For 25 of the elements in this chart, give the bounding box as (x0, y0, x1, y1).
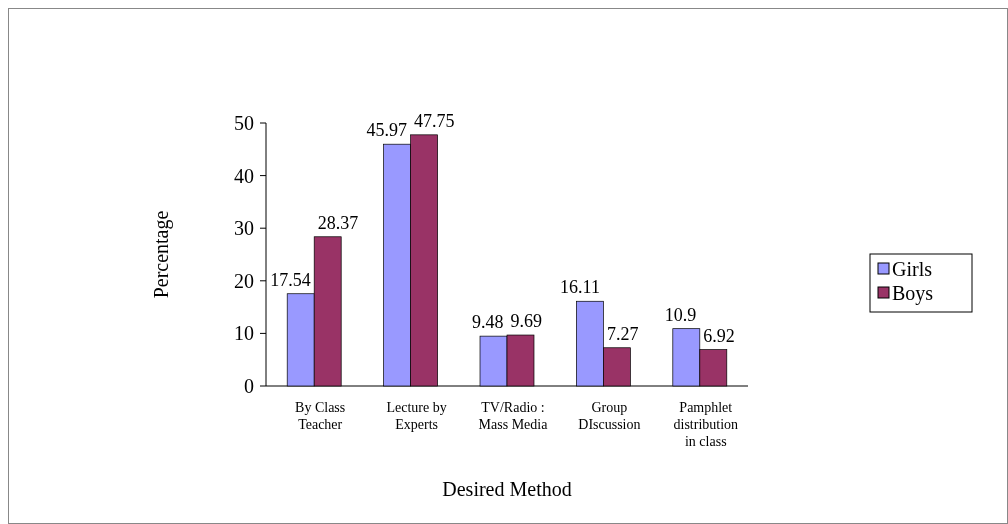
data-label: 7.27 (606, 323, 639, 344)
y-tick-label: 20 (234, 269, 254, 292)
x-tick-label: Group DIscussion (578, 400, 641, 432)
y-axis-title: Percentage (150, 210, 173, 299)
data-label: 9.69 (510, 311, 542, 332)
x-tick-label: TV/Radio : Mass Media (478, 400, 549, 432)
data-label: 6.92 (703, 325, 735, 346)
y-tick-label: 0 (244, 375, 254, 397)
data-label: 45.97 (366, 120, 408, 141)
y-tick-label: 30 (234, 217, 254, 240)
data-label: 17.54 (270, 269, 311, 290)
x-tick-label: Lecture by Experts (386, 400, 447, 432)
x-tick-label: By Class Teacher (295, 400, 346, 432)
data-label: 47.75 (414, 110, 455, 131)
legend-label: Girls (892, 258, 933, 280)
data-label: 10.9 (664, 304, 697, 325)
data-label: 28.37 (317, 212, 359, 233)
x-tick-label: Pamphlet distribution in class (673, 400, 739, 449)
x-axis-title: Desired Method (442, 478, 572, 500)
data-label: 16.11 (560, 277, 600, 298)
data-label: 9.48 (472, 312, 504, 333)
y-tick-label: 40 (234, 164, 254, 187)
legend-label: Boys (892, 282, 934, 305)
y-tick-label: 10 (234, 322, 254, 345)
y-tick-label: 50 (234, 112, 254, 134)
